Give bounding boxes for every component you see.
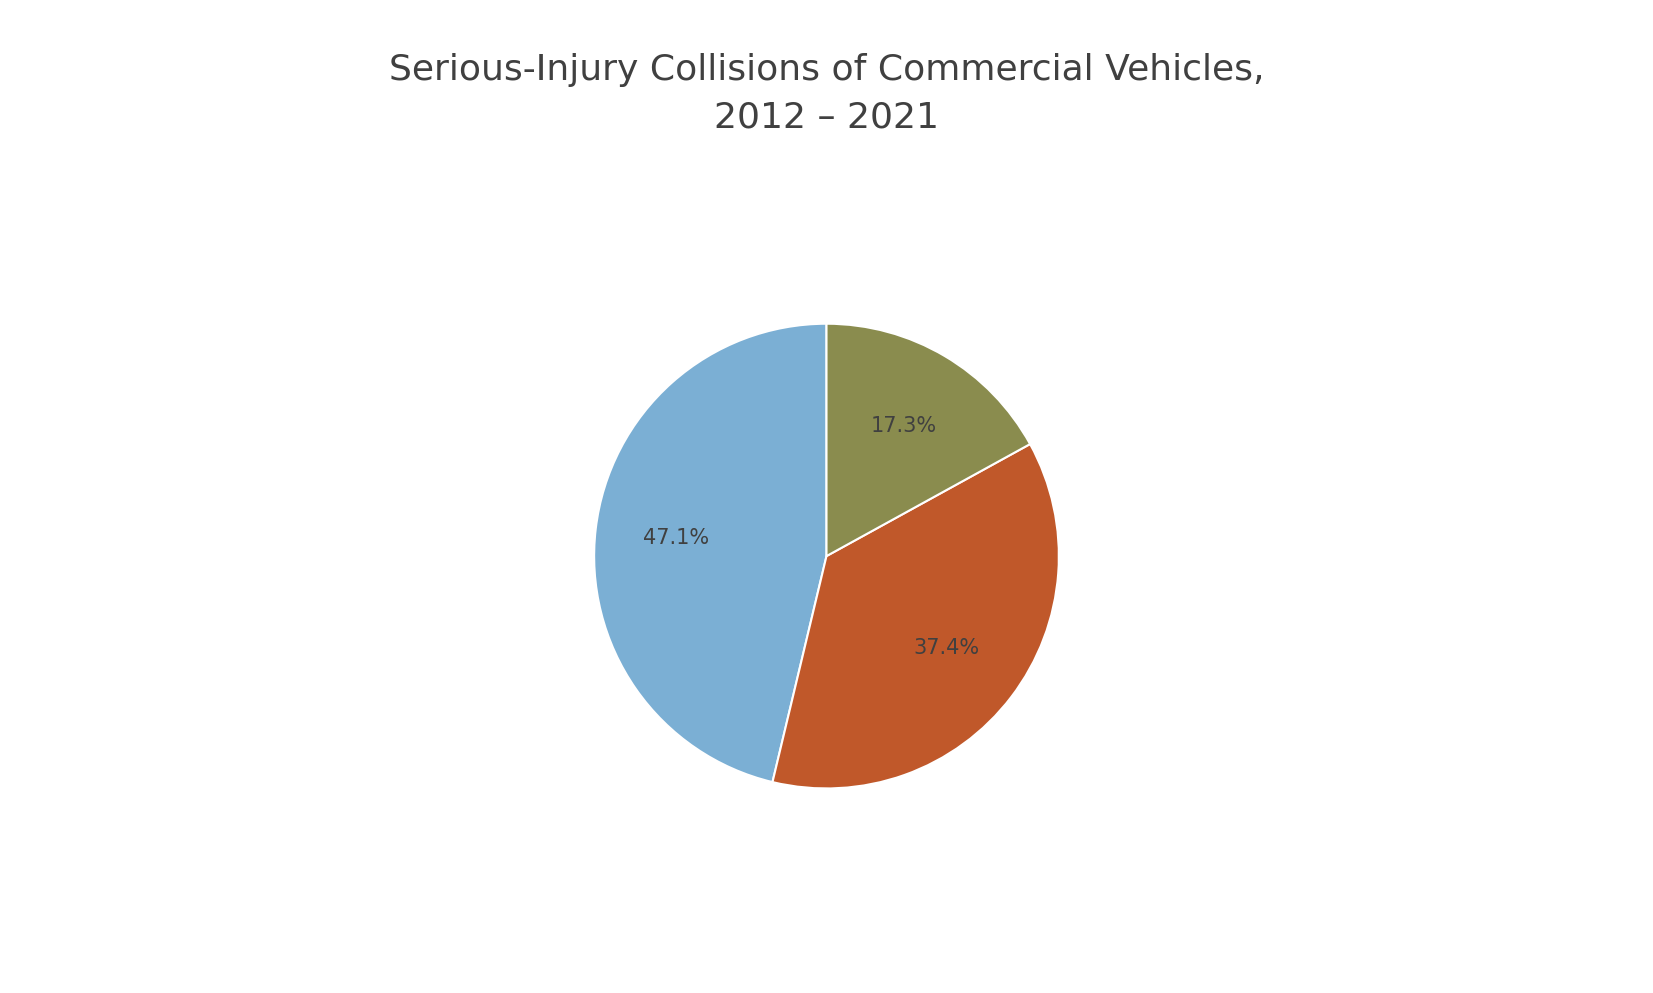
Text: 17.3%: 17.3% <box>869 416 936 436</box>
Wedge shape <box>772 444 1060 788</box>
Text: 47.1%: 47.1% <box>643 528 709 548</box>
Wedge shape <box>593 324 826 782</box>
Title: Serious-Injury Collisions of Commercial Vehicles,
2012 – 2021: Serious-Injury Collisions of Commercial … <box>388 53 1265 134</box>
Text: 37.4%: 37.4% <box>914 638 980 657</box>
Wedge shape <box>826 324 1030 556</box>
